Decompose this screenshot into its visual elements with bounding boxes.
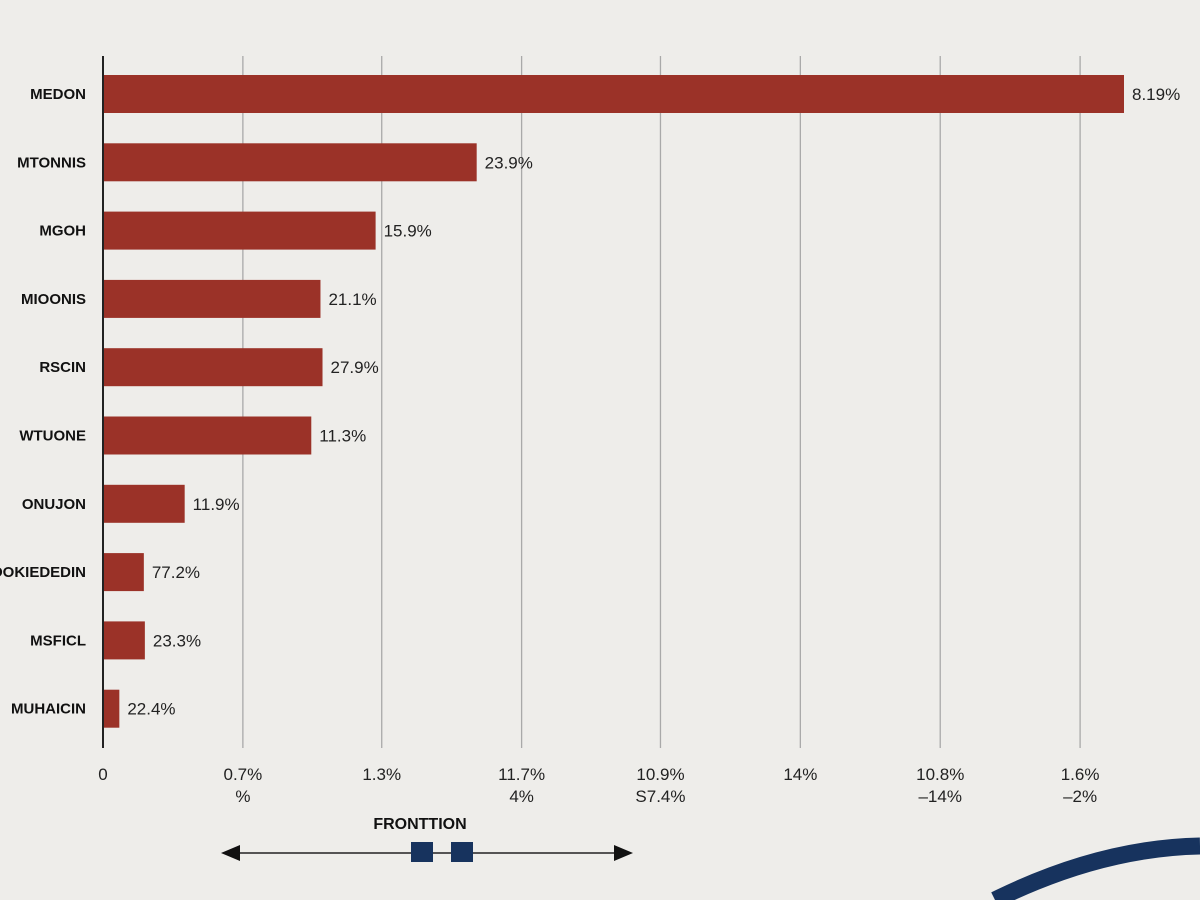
category-label: MEDON	[30, 86, 86, 103]
value-labels: 8.19% 23.9% 15.9% 21.1% 27.9% 11.3% 11.9% 77.2%…	[127, 85, 1180, 719]
bar	[103, 348, 323, 387]
value-label: 8.19%	[1132, 85, 1180, 104]
category-label: MSFICL	[30, 632, 86, 649]
x-tick-label: 4%	[509, 787, 534, 806]
x-tick-label: 14%	[783, 765, 817, 784]
x-tick-label: –14%	[918, 787, 961, 806]
x-tick-label: 10.9%	[636, 765, 684, 784]
category-labels: MEDON MTONNIS MGOH MIOONIS RSCIN WTUONE ONUJON…	[0, 86, 86, 718]
legend-arrow-right-icon	[614, 845, 633, 861]
value-label: 27.9%	[331, 358, 379, 377]
category-label: WTUONE	[19, 428, 86, 445]
x-tick-labels: 0 0.7%% 1.3% 11.7% 4% 10.9% S7.4% 14% 10.8% –14% 1…	[98, 765, 1099, 806]
bar	[103, 484, 185, 523]
legend-marker-square	[451, 842, 473, 862]
x-tick-label: S7.4%	[635, 787, 685, 806]
x-tick-label: %	[235, 787, 250, 806]
category-label: MIOONIS	[21, 291, 86, 308]
value-label: 22.4%	[127, 700, 175, 719]
value-label: 15.9%	[384, 222, 432, 241]
x-tick-label: 0	[98, 765, 107, 784]
category-label: MUHAICIN	[11, 701, 86, 718]
category-label: ONUJON	[22, 496, 86, 513]
legend-arrow-left-icon	[221, 845, 240, 861]
bars	[103, 75, 1124, 728]
legend: FRONTTION	[221, 816, 633, 862]
value-label: 23.3%	[153, 631, 201, 650]
x-tick-label: 0.7%	[224, 765, 263, 784]
bar	[103, 621, 145, 660]
value-label: 77.2%	[152, 563, 200, 582]
x-tick-label: 1.3%	[362, 765, 401, 784]
value-label: 23.9%	[485, 153, 533, 172]
value-label: 21.1%	[328, 290, 376, 309]
bar	[103, 553, 144, 592]
bar	[103, 689, 120, 728]
legend-title: FRONTTION	[373, 816, 466, 833]
legend-marker-square	[411, 842, 433, 862]
x-tick-label: 11.7%	[498, 765, 545, 784]
x-tick-label: –2%	[1063, 787, 1097, 806]
category-label: MGOH	[39, 223, 86, 240]
decorative-arc	[991, 837, 1200, 900]
bar	[103, 416, 312, 455]
category-label: DOKIEDEDIN	[0, 564, 86, 581]
value-label: 11.9%	[193, 495, 240, 514]
value-label: 11.3%	[319, 427, 366, 446]
bar	[103, 279, 321, 318]
bar	[103, 211, 376, 250]
x-tick-label: 10.8%	[916, 765, 964, 784]
bar	[103, 75, 1124, 113]
bar	[103, 143, 477, 182]
x-tick-label: 1.6%	[1061, 765, 1100, 784]
category-label: RSCIN	[39, 359, 86, 376]
category-label: MTONNIS	[17, 154, 86, 171]
